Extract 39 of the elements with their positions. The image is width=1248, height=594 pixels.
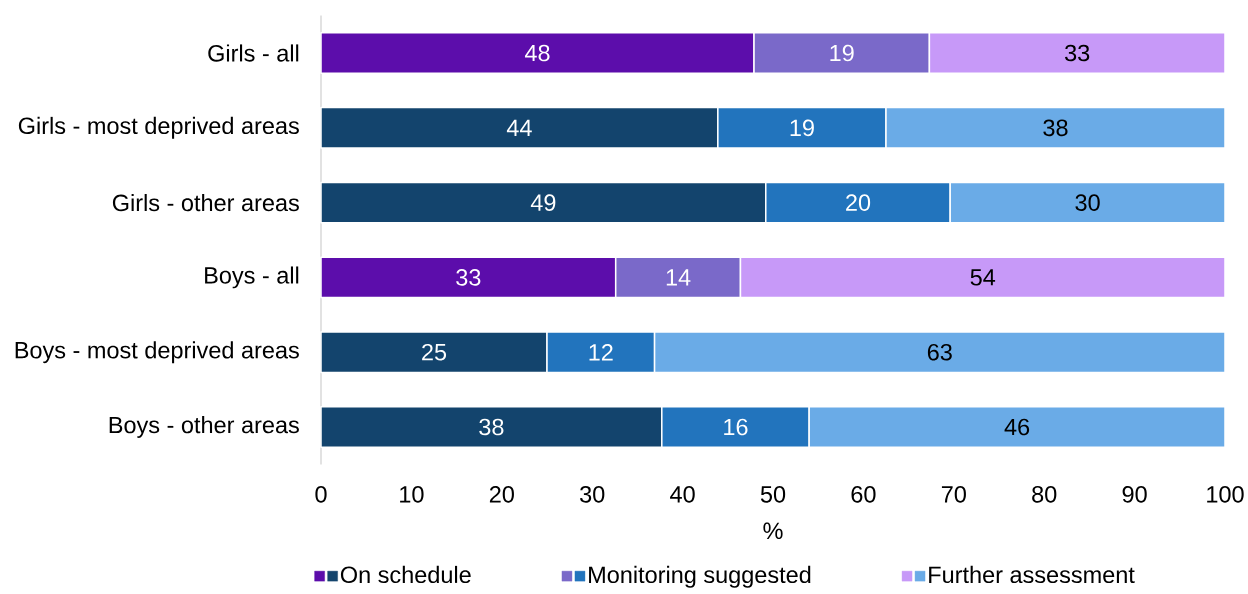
data-label: 14 (666, 269, 691, 286)
x-axis-title: % (763, 522, 783, 540)
y-tick-label: Boys - most deprived areas (15, 341, 299, 364)
data-label: 44 (506, 119, 532, 136)
data-label: 16 (724, 418, 748, 436)
data-label: 38 (1043, 119, 1068, 137)
y-tick-label: Boys - other areas (109, 416, 299, 438)
data-label: 30 (1075, 194, 1100, 211)
x-tick-label: 40 (670, 485, 695, 503)
data-label: 19 (830, 44, 854, 62)
x-tick-label: 100 (1207, 485, 1244, 503)
data-label: 38 (479, 418, 504, 436)
data-label: 48 (524, 44, 550, 62)
x-tick-label: 70 (941, 485, 966, 503)
y-tick-label: Girls - most deprived areas (18, 116, 299, 139)
x-tick-label: 30 (580, 485, 605, 503)
data-label: 33 (456, 269, 481, 286)
data-label: 25 (422, 343, 447, 361)
x-tick-label: 90 (1122, 485, 1147, 503)
data-label: 20 (846, 194, 871, 211)
legend-label: Further assessment (929, 565, 1135, 584)
legend-label: Monitoring suggested (589, 565, 811, 588)
data-label: 54 (970, 269, 996, 286)
data-label: 19 (790, 119, 814, 137)
y-tick-label: Girls - other areas (112, 193, 299, 212)
y-tick-label: Girls - all (208, 44, 299, 62)
x-tick-label: 80 (1032, 485, 1057, 503)
legend-label: On schedule (340, 565, 471, 584)
x-tick-label: 0 (315, 485, 327, 503)
x-tick-label: 50 (760, 485, 786, 503)
data-label: 12 (589, 344, 613, 361)
x-tick-label: 10 (400, 485, 424, 503)
data-label: 46 (1004, 418, 1030, 436)
y-tick-label: Boys - all (205, 266, 299, 289)
data-label: 33 (1065, 44, 1090, 62)
data-label: 49 (530, 194, 556, 211)
data-label: 63 (927, 343, 952, 361)
x-tick-label: 20 (489, 485, 514, 503)
x-tick-label: 60 (851, 485, 876, 503)
